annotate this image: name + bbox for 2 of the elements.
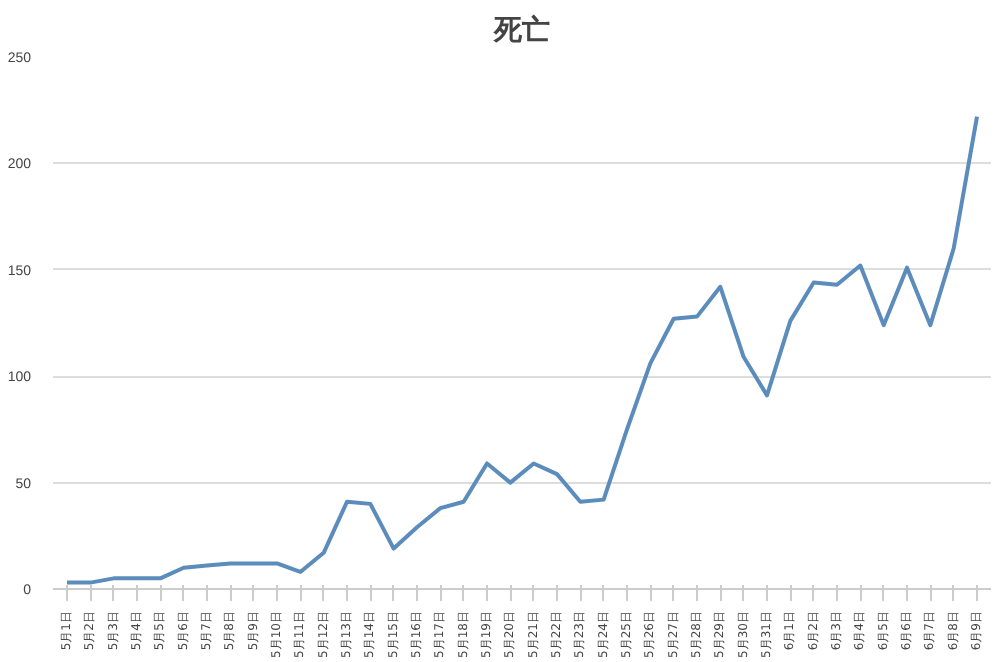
line-series [65,114,979,585]
chart-title: 死亡 [492,13,550,47]
